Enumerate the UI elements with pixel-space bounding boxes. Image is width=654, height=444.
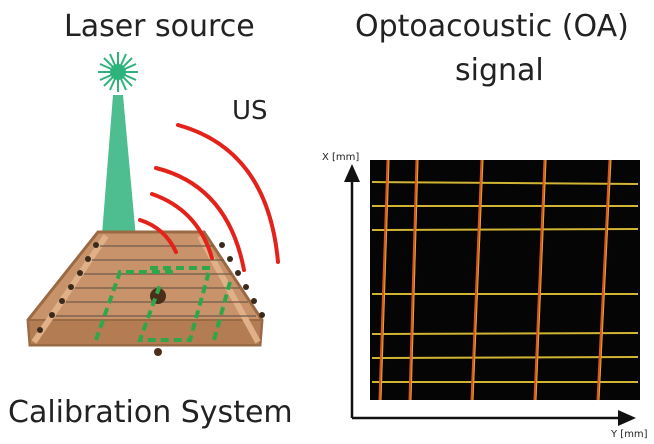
oa-signal-label-line1: Optoacoustic (OA) <box>355 9 629 44</box>
laser-beam <box>100 95 138 260</box>
arrow-icon <box>344 164 636 426</box>
oa-signal-image <box>370 159 640 401</box>
y-axis-label: Y [mm] <box>611 429 648 440</box>
laser-source-label: Laser source <box>64 9 255 44</box>
calibration-system-label: Calibration System <box>8 395 293 430</box>
ultrasound-waves <box>138 123 280 272</box>
x-axis-label: X [mm] <box>322 152 360 163</box>
oa-signal-label-line2: signal <box>455 53 544 88</box>
calibration-platform <box>26 230 265 356</box>
wire-pattern <box>94 266 232 342</box>
starburst-icon <box>98 52 138 92</box>
ultrasound-label: US <box>232 96 268 126</box>
